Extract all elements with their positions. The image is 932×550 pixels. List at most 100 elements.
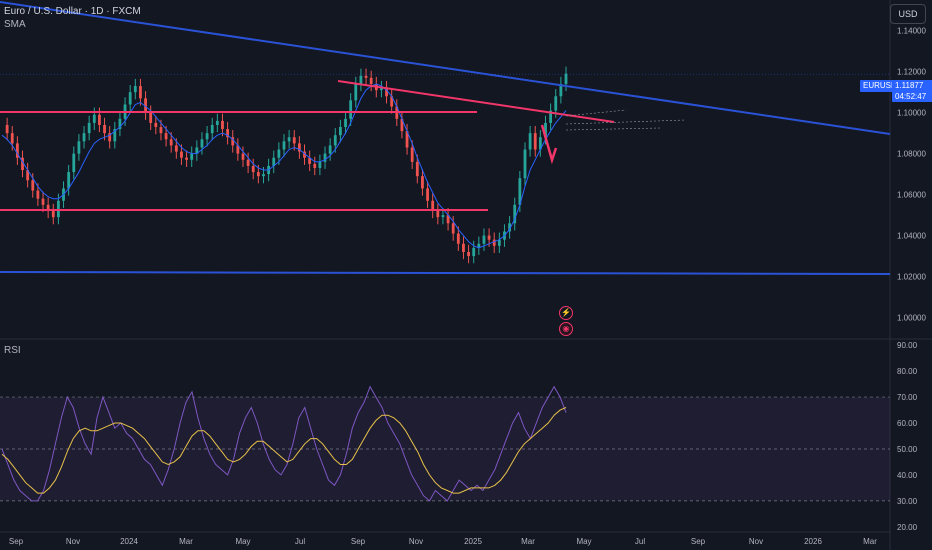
time-tick-label: Sep <box>9 537 24 546</box>
dividend-icon[interactable]: ◉ <box>559 322 573 336</box>
candle-body <box>164 133 168 140</box>
candle-body <box>241 153 245 160</box>
projection-line <box>565 127 661 131</box>
price-tick-label: 1.14000 <box>897 27 926 36</box>
candle-body <box>31 180 35 191</box>
candle-body <box>246 159 250 166</box>
candle-body <box>333 135 337 146</box>
candle-body <box>313 163 317 168</box>
time-tick-label: Jul <box>295 537 305 546</box>
rsi-tick-label: 90.00 <box>897 341 918 350</box>
candle-body <box>149 112 153 123</box>
price-tick-label: 1.02000 <box>897 273 926 282</box>
candle-body <box>169 139 173 146</box>
candle-body <box>113 129 117 142</box>
candle-body <box>282 141 286 150</box>
candle-body <box>467 251 470 257</box>
candle-body <box>139 86 142 99</box>
candle-body <box>518 178 522 205</box>
candle-body <box>98 114 101 125</box>
candle-body <box>221 120 224 130</box>
candle-body <box>10 133 14 144</box>
candle-body <box>277 149 281 158</box>
time-tick-label: Nov <box>749 537 763 546</box>
time-tick-label: 2026 <box>804 537 822 546</box>
candle-body <box>180 151 183 158</box>
rsi-pane <box>0 385 890 502</box>
candle-body <box>492 239 496 246</box>
candle-body <box>118 118 122 130</box>
candle-body <box>226 129 229 138</box>
candle-body <box>523 149 527 179</box>
candle-body <box>472 247 476 257</box>
candle-body <box>195 147 199 154</box>
time-tick-label: May <box>235 537 250 546</box>
projection-line <box>565 119 687 125</box>
price-tick-label: 1.04000 <box>897 232 926 241</box>
candle-body <box>236 145 240 154</box>
candle-body <box>144 98 147 113</box>
candle-body <box>538 137 542 150</box>
price-badge: 1.11877 04:52:47 <box>892 80 932 102</box>
price-tick-label: 1.08000 <box>897 150 926 159</box>
candle-body <box>533 133 537 150</box>
candle-body <box>303 151 306 158</box>
candle-body <box>256 172 260 177</box>
rsi-label[interactable]: RSI <box>4 345 21 356</box>
time-tick-label: May <box>576 537 591 546</box>
candle-body <box>87 122 91 134</box>
time-tick-label: Mar <box>521 537 535 546</box>
time-tick-label: Mar <box>179 537 193 546</box>
candle-body <box>344 118 347 128</box>
projection-line <box>565 109 627 117</box>
candle-body <box>272 157 276 166</box>
time-tick-label: Jul <box>635 537 645 546</box>
symbol-badge: EURUSD <box>860 80 900 92</box>
candle-body <box>405 131 409 148</box>
candle-body <box>133 86 137 93</box>
candle-body <box>297 143 301 152</box>
candle-body <box>462 243 465 252</box>
candle-body <box>205 133 209 140</box>
price-tick-label: 1.06000 <box>897 191 926 200</box>
candle-body <box>308 157 312 164</box>
candle-body <box>215 120 219 125</box>
candle-body <box>508 223 511 232</box>
candle-body <box>5 124 9 134</box>
rsi-tick-label: 70.00 <box>897 393 918 402</box>
drawings <box>0 1 891 275</box>
candle-body <box>482 235 486 244</box>
support-line <box>0 271 891 275</box>
last-price: 1.11877 <box>895 81 924 90</box>
currency-button[interactable]: USD <box>890 4 926 24</box>
candle-body <box>72 153 76 173</box>
time-tick-label: Sep <box>351 537 366 546</box>
candle-body <box>15 143 19 158</box>
indicator-label[interactable]: SMA <box>4 19 26 30</box>
candle-body <box>385 88 388 97</box>
candle-body <box>528 133 532 150</box>
rsi-ma-line <box>1 407 567 494</box>
candle-body <box>262 174 265 177</box>
candle-body <box>46 204 50 211</box>
candle-body <box>82 133 86 142</box>
time-tick-label: 2024 <box>120 537 138 546</box>
candle-body <box>410 147 414 162</box>
candle-body <box>103 124 106 134</box>
candle-body <box>174 145 178 152</box>
price-tick-label: 1.00000 <box>897 314 926 323</box>
lightning-icon[interactable]: ⚡ <box>559 306 573 320</box>
rsi-tick-label: 40.00 <box>897 471 918 480</box>
candle-body <box>77 141 81 154</box>
candle-body <box>36 190 40 199</box>
candle-body <box>339 127 342 136</box>
candle-body <box>400 118 404 132</box>
price-tick-label: 1.12000 <box>897 68 926 77</box>
candle-body <box>564 73 568 84</box>
candle-body <box>200 139 204 148</box>
candle-body <box>210 124 214 134</box>
candle-body <box>354 83 358 101</box>
candle-body <box>323 153 327 162</box>
candle-body <box>185 157 188 160</box>
